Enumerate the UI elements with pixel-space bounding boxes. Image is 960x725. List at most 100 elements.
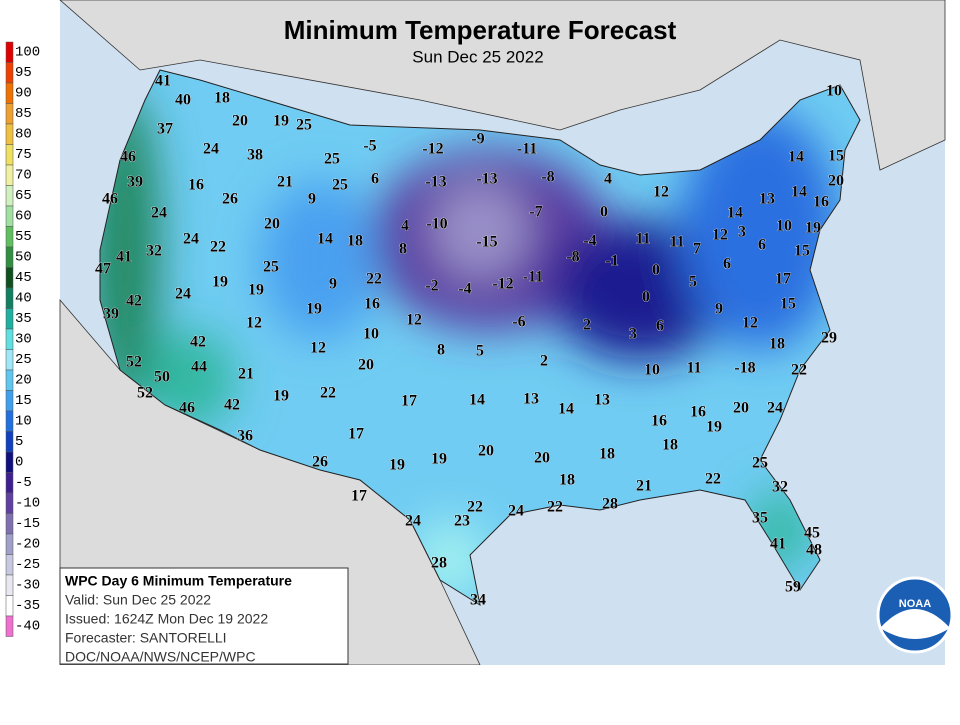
temperature-label: 41 bbox=[116, 249, 132, 266]
legend-label: 40 bbox=[15, 291, 32, 307]
temperature-label: 24 bbox=[508, 503, 524, 520]
legend-label: -10 bbox=[15, 496, 40, 512]
temperature-label: -13 bbox=[425, 174, 446, 191]
legend-swatch bbox=[5, 103, 14, 125]
temperature-label: 16 bbox=[188, 177, 204, 194]
temperature-label: -18 bbox=[734, 360, 755, 377]
temperature-label: -12 bbox=[422, 141, 443, 158]
temperature-label: -4 bbox=[583, 233, 596, 250]
legend-swatch bbox=[5, 185, 14, 207]
legend-label: 55 bbox=[15, 229, 32, 245]
subtitle: Sun Dec 25 2022 bbox=[412, 47, 543, 66]
temperature-label: 3 bbox=[738, 224, 746, 241]
legend-label: 85 bbox=[15, 106, 32, 122]
legend-label: -20 bbox=[15, 537, 40, 553]
legend-swatch bbox=[5, 431, 14, 453]
temperature-label: 24 bbox=[203, 141, 219, 158]
temperature-label: 12 bbox=[310, 340, 326, 357]
temperature-label: 6 bbox=[371, 171, 379, 188]
temperature-label: 24 bbox=[405, 513, 421, 530]
temperature-label: -8 bbox=[541, 169, 554, 186]
legend-swatch bbox=[5, 328, 14, 350]
temperature-label: 12 bbox=[246, 315, 262, 332]
temperature-label: 20 bbox=[534, 450, 550, 467]
info-line: WPC Day 6 Minimum Temperature bbox=[65, 573, 292, 589]
temperature-label: 22 bbox=[210, 239, 226, 256]
legend-swatch bbox=[5, 308, 14, 330]
temperature-label: 4 bbox=[604, 171, 612, 188]
temperature-label: 32 bbox=[772, 479, 788, 496]
temperature-label: 17 bbox=[401, 393, 417, 410]
us-outline bbox=[99, 69, 861, 607]
temperature-label: 22 bbox=[705, 471, 721, 488]
temperature-label: 16 bbox=[651, 413, 667, 430]
legend-label: -35 bbox=[15, 598, 40, 614]
temperature-label: 13 bbox=[594, 392, 610, 409]
temperature-label: 6 bbox=[723, 256, 731, 273]
temperature-label: 13 bbox=[759, 191, 775, 208]
legend-label: 60 bbox=[15, 209, 32, 225]
temperature-label: 19 bbox=[706, 419, 722, 436]
bottom-margin bbox=[0, 665, 960, 720]
temperature-label: 3 bbox=[629, 326, 637, 343]
info-text: WPC Day 6 Minimum Temperature Valid: Sun … bbox=[65, 573, 292, 665]
temperature-label: 24 bbox=[767, 400, 783, 417]
temperature-label: 18 bbox=[559, 472, 575, 489]
temperature-label: 6 bbox=[656, 318, 664, 335]
temperature-label: 40 bbox=[175, 92, 191, 109]
temperature-label: -1 bbox=[605, 253, 618, 270]
legend-swatch bbox=[5, 574, 14, 596]
temperature-label: 13 bbox=[523, 391, 539, 408]
temperature-label: 17 bbox=[348, 426, 364, 443]
temperature-label: 47 bbox=[95, 261, 111, 278]
legend-label: 65 bbox=[15, 188, 32, 204]
temperature-label: -5 bbox=[363, 138, 376, 155]
legend-swatch bbox=[5, 123, 14, 145]
temperature-label: 14 bbox=[727, 205, 743, 222]
temperature-label: 42 bbox=[190, 334, 206, 351]
temperature-label: -10 bbox=[426, 216, 447, 233]
legend-swatch bbox=[5, 144, 14, 166]
legend-swatch bbox=[5, 554, 14, 576]
temperature-label: -8 bbox=[566, 249, 579, 266]
temperature-label: 41 bbox=[155, 73, 171, 90]
temperature-label: 24 bbox=[183, 231, 199, 248]
temperature-label: 11 bbox=[669, 234, 684, 251]
temperature-label: 16 bbox=[813, 194, 829, 211]
temperature-label: 15 bbox=[794, 243, 810, 260]
temperature-label: 19 bbox=[805, 220, 821, 237]
legend-swatch bbox=[5, 267, 14, 289]
legend-swatch bbox=[5, 164, 14, 186]
legend-label: 95 bbox=[15, 65, 32, 81]
temperature-label: 46 bbox=[120, 149, 136, 166]
legend-swatch bbox=[5, 533, 14, 555]
legend-label: 30 bbox=[15, 332, 32, 348]
temperature-label: 26 bbox=[312, 454, 328, 471]
legend-swatch bbox=[5, 410, 14, 432]
temperature-label: 41 bbox=[770, 536, 786, 553]
temperature-label: 9 bbox=[308, 191, 316, 208]
temperature-label: 5 bbox=[476, 343, 484, 360]
temperature-label: 14 bbox=[469, 392, 485, 409]
temperature-label: 2 bbox=[583, 317, 591, 334]
temperature-label: 22 bbox=[320, 385, 336, 402]
temperature-label: 32 bbox=[146, 243, 162, 260]
temperature-label: 18 bbox=[347, 233, 363, 250]
temperature-label: 19 bbox=[212, 274, 228, 291]
temperature-label: 52 bbox=[126, 354, 142, 371]
temperature-label: -4 bbox=[458, 281, 471, 298]
legend-swatch bbox=[5, 246, 14, 268]
legend-swatch bbox=[5, 451, 14, 473]
logo-text: NOAA bbox=[899, 598, 931, 610]
legend-label: 90 bbox=[15, 86, 32, 102]
temperature-label: 10 bbox=[776, 218, 792, 235]
temperature-label: 10 bbox=[363, 326, 379, 343]
temperature-label: 11 bbox=[686, 360, 701, 377]
legend-label: 80 bbox=[15, 127, 32, 143]
legend-label: 10 bbox=[15, 414, 32, 430]
temperature-label: -15 bbox=[476, 234, 497, 251]
temperature-label: 20 bbox=[828, 173, 844, 190]
canada bbox=[59, 0, 946, 171]
